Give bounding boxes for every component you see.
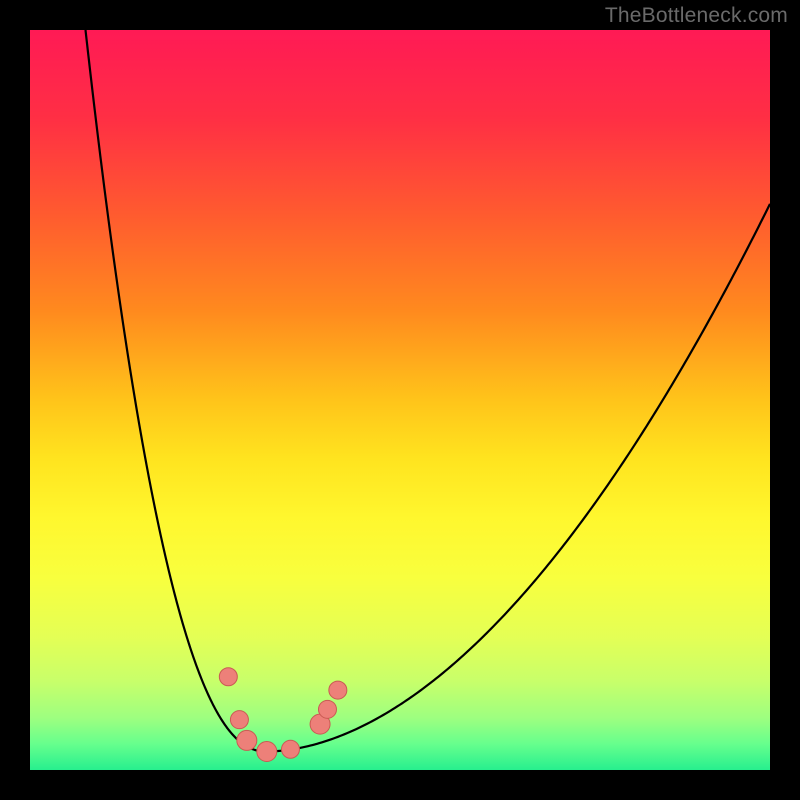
bottleneck-curve-chart	[0, 0, 800, 800]
watermark-text: TheBottleneck.com	[605, 4, 788, 28]
data-marker	[219, 668, 237, 686]
data-marker	[237, 730, 257, 750]
chart-container: TheBottleneck.com	[0, 0, 800, 800]
chart-background-gradient	[30, 30, 770, 770]
data-marker	[281, 740, 299, 758]
data-marker	[257, 742, 277, 762]
data-marker	[318, 700, 336, 718]
data-marker	[329, 681, 347, 699]
data-marker	[230, 711, 248, 729]
